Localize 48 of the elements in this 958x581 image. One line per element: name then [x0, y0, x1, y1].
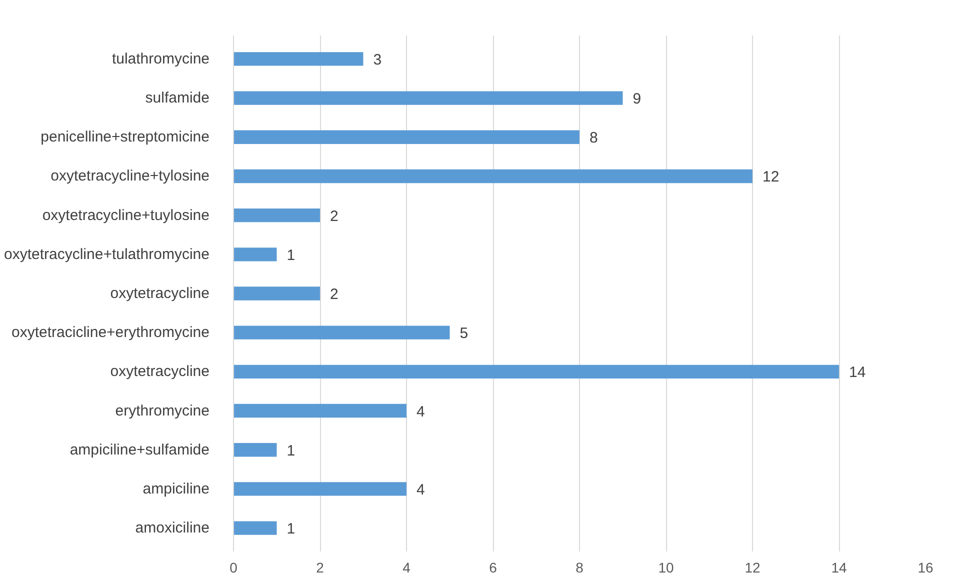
x-tick-label: 10 — [658, 560, 674, 576]
x-tick-label: 4 — [402, 560, 411, 576]
x-tick-label: 2 — [316, 560, 324, 576]
bar — [234, 91, 623, 105]
y-tick-label: penicelline+streptomicine — [40, 128, 210, 146]
y-tick-label: tulathromycine — [112, 50, 210, 68]
data-label: 14 — [849, 364, 866, 382]
data-label: 1 — [286, 442, 296, 460]
bar — [234, 404, 406, 418]
bar — [234, 130, 580, 144]
data-label: 2 — [330, 286, 338, 303]
data-label: 12 — [762, 168, 780, 186]
bar — [234, 521, 277, 535]
x-tick-label: 8 — [576, 560, 584, 576]
y-tick-label: oxytetracycline — [110, 363, 210, 380]
data-label: 4 — [416, 403, 425, 420]
y-tick-label: oxytetracicline+erythromycine — [12, 324, 210, 342]
data-label: 1 — [286, 520, 296, 538]
x-tick-label: 14 — [831, 560, 847, 576]
bar — [234, 208, 320, 222]
bar — [234, 248, 277, 262]
bar — [234, 482, 406, 496]
data-label: 4 — [416, 481, 425, 498]
x-tick-label: 12 — [744, 560, 760, 576]
x-tick-label: 16 — [918, 560, 934, 576]
y-tick-label: oxytetracycline — [110, 285, 210, 302]
x-tick-label: 0 — [230, 560, 238, 576]
bar — [234, 52, 364, 66]
y-tick-label: ampiciline — [142, 480, 210, 498]
y-tick-label: sulfamide — [145, 90, 210, 107]
bar — [234, 286, 320, 300]
data-label: 3 — [373, 51, 382, 68]
data-label: 5 — [460, 325, 468, 342]
y-tick-label: ampiciline+sulfamide — [70, 441, 210, 458]
data-label: 1 — [286, 246, 296, 264]
bar — [234, 169, 752, 184]
x-tick-label: 6 — [489, 560, 498, 576]
data-label: 2 — [330, 208, 338, 225]
y-tick-label: oxytetracycline+tuylosine — [42, 206, 210, 224]
bar — [234, 326, 450, 340]
bar — [234, 364, 839, 379]
y-tick-label: amoxiciline — [135, 520, 210, 537]
bar — [234, 443, 277, 457]
data-label: 9 — [632, 90, 642, 108]
y-tick-label: oxytetracycline+tylosine — [50, 168, 210, 185]
y-tick-label: oxytetracycline+tulathromycine — [4, 246, 210, 263]
y-tick-label: erythromycine — [115, 402, 210, 420]
data-label: 8 — [590, 130, 598, 147]
